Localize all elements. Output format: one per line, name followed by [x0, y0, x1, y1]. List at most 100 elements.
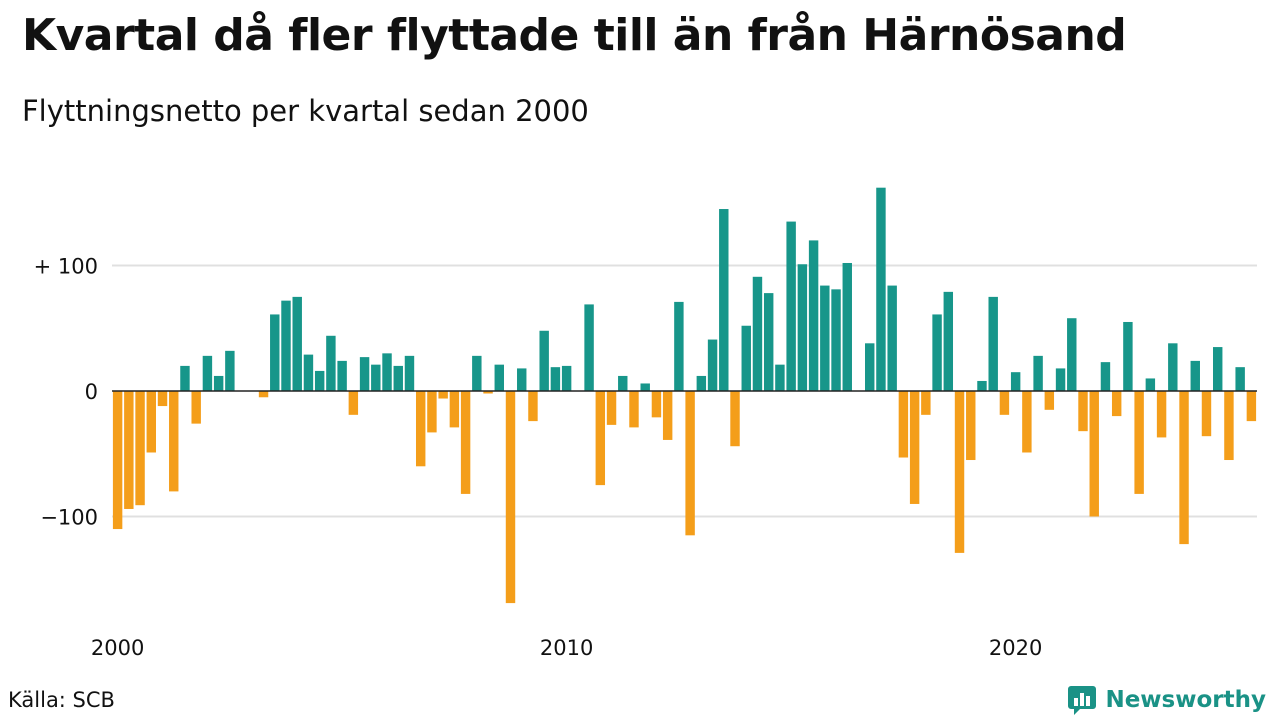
bar-chart: + 100 0 −100 2000 2010 2020 — [34, 187, 1257, 660]
bar — [1235, 367, 1245, 391]
bar — [932, 314, 942, 391]
x-tick-label: 2000 — [91, 636, 144, 660]
bar — [1145, 378, 1156, 391]
bar — [180, 365, 190, 391]
bar — [685, 391, 695, 536]
bar — [898, 391, 909, 458]
x-tick-label: 2010 — [540, 636, 593, 660]
bar — [348, 391, 359, 415]
bar — [629, 391, 639, 428]
bar — [1224, 391, 1234, 461]
bar — [359, 357, 370, 391]
bar — [707, 339, 718, 391]
chart-title: Kvartal då fler flyttade till än från Hä… — [22, 10, 1127, 61]
bar — [1190, 360, 1200, 391]
bar — [808, 240, 819, 391]
bar — [528, 391, 538, 422]
bar — [820, 285, 830, 391]
bar — [146, 391, 156, 453]
bar — [112, 391, 123, 530]
bar — [786, 221, 796, 391]
bar — [483, 391, 493, 394]
newsworthy-logo: Newsworthy — [1067, 684, 1266, 716]
bar — [640, 383, 650, 391]
bar — [292, 296, 302, 391]
bar — [371, 364, 381, 391]
bar — [921, 391, 931, 415]
bar — [943, 291, 954, 391]
bar — [1179, 391, 1189, 545]
bar — [1022, 391, 1032, 453]
gridlines — [112, 264, 1257, 518]
bar — [1134, 391, 1144, 494]
bar — [169, 391, 179, 492]
bar — [157, 391, 168, 407]
bar — [999, 391, 1010, 415]
bar — [876, 187, 886, 391]
bar — [337, 360, 347, 391]
chart-subtitle: Flyttningsnetto per kvartal sedan 2000 — [22, 94, 589, 128]
bar — [1201, 391, 1212, 437]
bar — [1123, 321, 1133, 391]
bar — [595, 391, 606, 486]
bar-chart-speech-bubble-icon — [1068, 686, 1097, 715]
bar — [696, 375, 707, 391]
y-tick-label: −100 — [40, 506, 98, 530]
bar — [326, 335, 336, 391]
bar — [662, 391, 673, 440]
bar — [281, 300, 291, 391]
bar — [258, 391, 269, 398]
bar — [213, 375, 224, 391]
y-tick-label: 0 — [85, 380, 98, 404]
bar — [449, 391, 460, 428]
bar — [191, 391, 201, 424]
bar — [1111, 391, 1122, 417]
bar — [517, 368, 527, 391]
bar — [831, 289, 841, 391]
bar — [1168, 343, 1178, 391]
bar — [1078, 391, 1088, 432]
y-tick-label: + 100 — [34, 255, 98, 279]
bar — [404, 355, 415, 391]
bar — [887, 285, 897, 391]
bar — [225, 350, 235, 391]
bar — [382, 353, 392, 391]
bar — [303, 354, 314, 391]
bar — [1033, 355, 1043, 391]
bar — [314, 370, 325, 391]
bar — [775, 364, 785, 391]
bar — [124, 391, 134, 509]
bar — [763, 293, 774, 391]
bar — [1089, 391, 1099, 517]
bar — [1156, 391, 1167, 438]
bar — [909, 391, 920, 504]
bar — [865, 343, 875, 391]
bar — [472, 355, 482, 391]
bar — [1044, 391, 1055, 410]
bar — [270, 314, 280, 391]
bar — [651, 391, 662, 418]
bar — [1246, 391, 1257, 422]
bar — [460, 391, 471, 494]
bar — [135, 391, 145, 506]
bar — [842, 262, 852, 391]
bar — [674, 301, 684, 391]
bar — [730, 391, 740, 447]
bar — [584, 304, 594, 391]
bar — [741, 325, 751, 391]
bar — [752, 276, 763, 391]
bar — [966, 391, 976, 461]
bar — [797, 264, 808, 391]
bar — [977, 380, 987, 391]
bar — [539, 330, 549, 391]
bar — [438, 391, 448, 399]
bar — [393, 365, 403, 391]
bar — [202, 355, 213, 391]
bar — [719, 209, 729, 391]
bar — [561, 365, 572, 391]
bar — [550, 367, 561, 391]
bars — [112, 187, 1257, 604]
bar — [1067, 318, 1077, 391]
bar — [1213, 347, 1223, 391]
bar — [1010, 372, 1021, 391]
